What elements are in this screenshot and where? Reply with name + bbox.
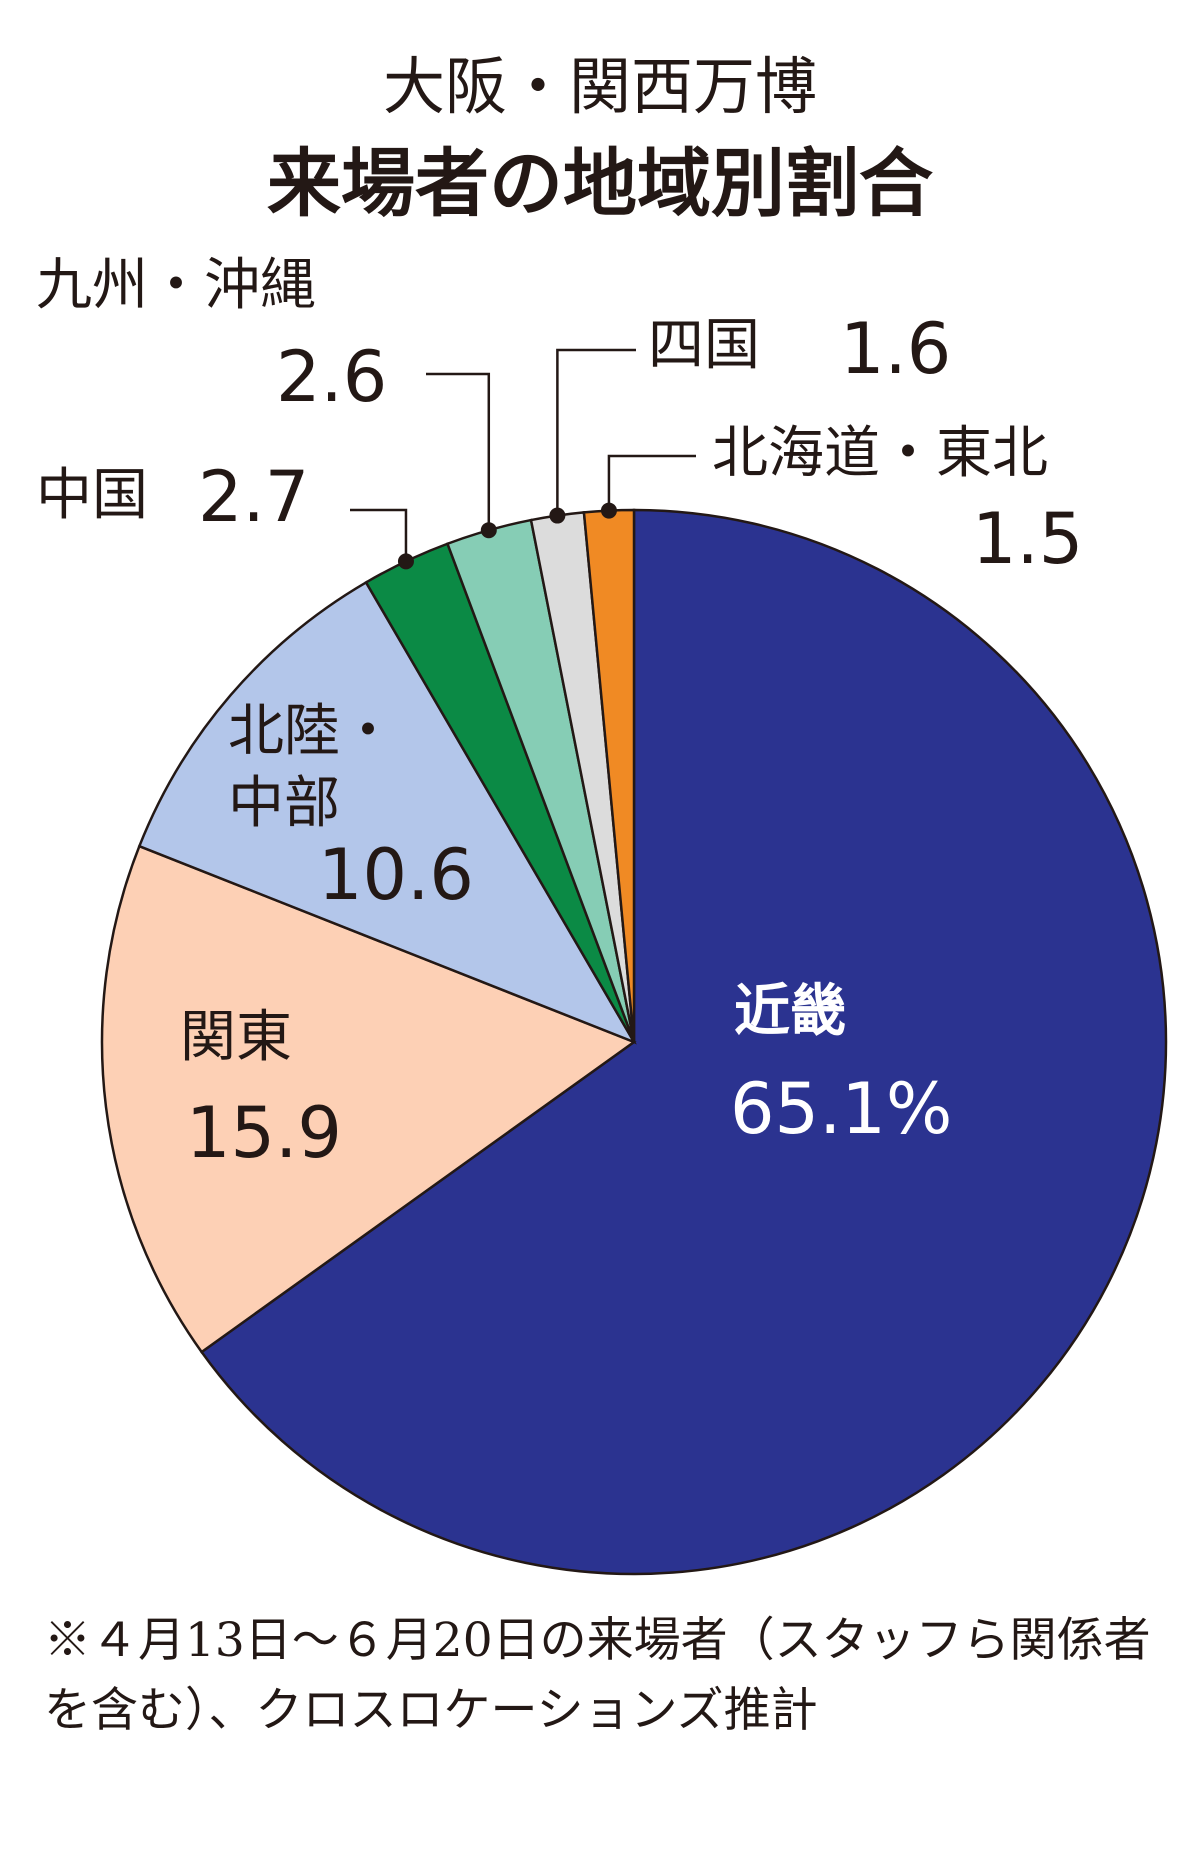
leader-line — [607, 454, 696, 511]
category-label: 中国 — [36, 463, 148, 528]
leader-dot — [549, 507, 566, 524]
pie-slice — [137, 580, 637, 1045]
leader-dot — [600, 502, 617, 519]
category-label: 近畿 — [734, 979, 846, 1044]
pie-slice — [199, 508, 1168, 1576]
category-label: 九州・沖縄 — [36, 253, 316, 318]
value-label: 65.1% — [730, 1068, 953, 1150]
category-label: 四国 — [648, 313, 760, 378]
chart-title: 大阪・関西万博 — [382, 50, 817, 123]
category-label: 北海道・東北 — [712, 421, 1048, 486]
note: ※４月13日～６月20日の来場者（スタッフら関係者を含む）、クロスロケーションズ… — [44, 1613, 1151, 1738]
leader-dot — [480, 522, 497, 539]
value-label: 1.6 — [840, 308, 952, 390]
value-label: 1.5 — [972, 498, 1084, 580]
value-label: 15.9 — [186, 1092, 342, 1174]
pie-slice — [100, 844, 637, 1354]
leader-line — [556, 348, 636, 516]
value-label: 2.6 — [276, 336, 388, 418]
category-label: 関東 — [180, 1005, 292, 1070]
value-label: 10.6 — [318, 834, 474, 916]
category-label: 北陸・中部 — [228, 699, 396, 836]
leader-dot — [397, 553, 414, 570]
chart-subtitle: 来場者の地域別割合 — [267, 141, 933, 227]
leader-line — [350, 508, 408, 562]
leader-line — [426, 372, 491, 531]
value-label: 2.7 — [198, 456, 310, 538]
